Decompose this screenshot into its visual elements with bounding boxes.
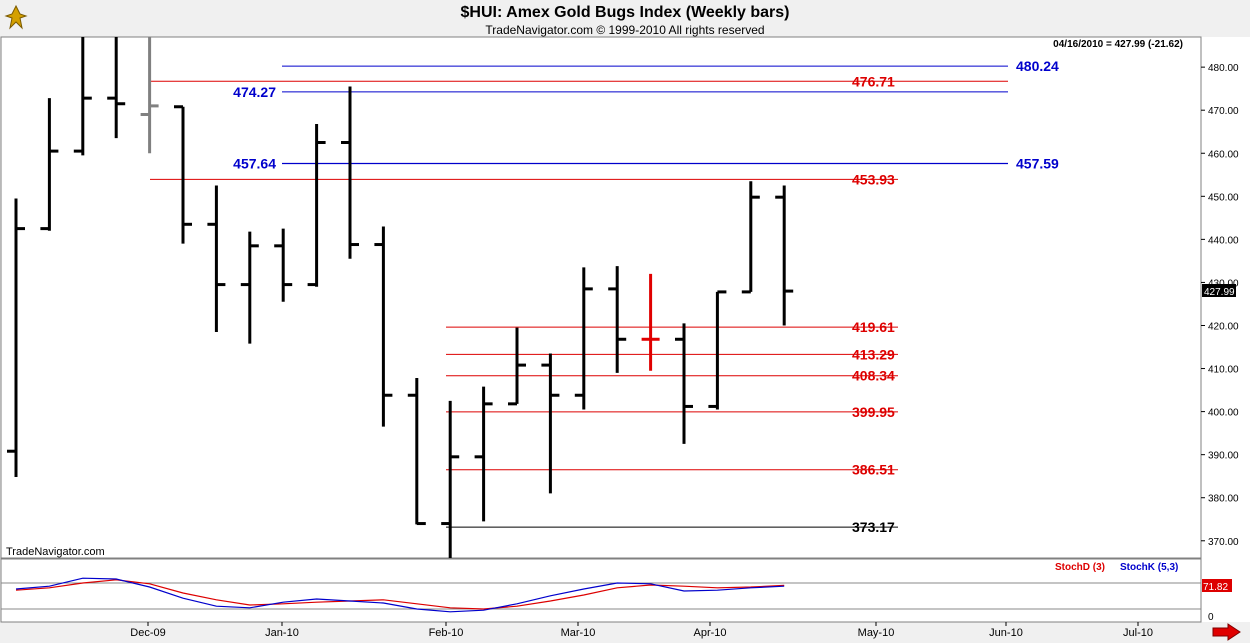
y-tick-label: 420.00: [1208, 321, 1239, 332]
y-tick-label: 430.00: [1208, 278, 1239, 289]
y-tick-label: 410.00: [1208, 365, 1239, 376]
level-label: 399.95: [852, 404, 895, 420]
stoch-value-label: 71.82: [1203, 582, 1228, 593]
y-tick-label: 460.00: [1208, 149, 1239, 160]
stoch-k-legend: StochK (5,3): [1120, 562, 1178, 573]
x-tick-label: Jan-10: [265, 627, 299, 639]
ohlc-bar: [73, 37, 92, 156]
ohlc-bar: [407, 378, 426, 526]
level-label: 413.29: [852, 346, 895, 362]
price-readout: 04/16/2010 = 427.99 (-21.62): [1053, 39, 1183, 50]
y-tick-label: 400.00: [1208, 408, 1239, 419]
x-tick-label: Mar-10: [561, 627, 596, 639]
right-axis-area: [1201, 37, 1250, 622]
y-tick-label: 390.00: [1208, 451, 1239, 462]
x-tick-label: May-10: [858, 627, 895, 639]
ohlc-bar: [274, 228, 293, 302]
y-axis: 480.00 470.00 460.00 450.00 440.00 430.00 420.…: [1201, 63, 1239, 548]
level-label: 373.17: [852, 519, 895, 535]
stoch-zero-label: 0: [1208, 612, 1214, 623]
ohlc-bar: [608, 266, 627, 373]
stochastic-panel: [0, 558, 1202, 623]
level-label: 419.61: [852, 319, 895, 335]
stoch-value-box: [1202, 579, 1232, 592]
ohlc-bar: [441, 400, 460, 558]
stochastic-lines: [15, 577, 785, 613]
y-tick-label: 440.00: [1208, 235, 1239, 246]
chart-subtitle: TradeNavigator.com © 1999-2010 All right…: [485, 23, 765, 37]
ohlc-bar: [708, 290, 727, 410]
level-label: 474.27: [233, 84, 276, 100]
level-label: 453.93: [852, 171, 895, 187]
x-tick-label: Apr-10: [693, 627, 726, 639]
x-tick-label: Feb-10: [429, 627, 464, 639]
scroll-right-arrow-icon[interactable]: [1212, 623, 1241, 641]
ohlc-bars: [7, 37, 794, 558]
ohlc-bar: [474, 386, 493, 522]
x-tick-label: Jun-10: [989, 627, 1023, 639]
last-price-label: 427.99: [1204, 287, 1235, 298]
y-tick-label: 470.00: [1208, 106, 1239, 117]
x-axis: Dec-09 Jan-10 Feb-10 Mar-10 Apr-10 May-10 Jun-…: [130, 622, 1153, 639]
level-label: 476.71: [852, 73, 895, 89]
ohlc-bar: [641, 273, 660, 371]
ohlc-bar: [741, 181, 760, 294]
ohlc-bar: [341, 86, 359, 259]
trade-navigator-logo-icon: [4, 4, 28, 30]
y-tick-label: 380.00: [1208, 494, 1239, 505]
ohlc-bar: [374, 226, 393, 427]
ohlc-bar: [508, 327, 526, 406]
level-label: 408.34: [852, 368, 895, 384]
last-price-box: [1202, 284, 1236, 297]
ohlc-bar: [675, 323, 693, 444]
ohlc-bar: [107, 37, 126, 139]
stoch-k-line: [15, 577, 785, 613]
stoch-d-legend: StochD (3): [1055, 562, 1105, 573]
y-tick-label: 480.00: [1208, 63, 1239, 74]
x-tick-label: Dec-09: [130, 627, 165, 639]
ohlc-bar: [541, 353, 560, 494]
ohlc-bar: [574, 267, 593, 410]
ohlc-bar: [140, 37, 159, 154]
ohlc-bar: [240, 231, 259, 344]
level-label: 457.59: [1016, 156, 1059, 172]
main-plot-area: [0, 36, 1202, 559]
ohlc-bar: [40, 98, 59, 231]
level-lines: 480.24 476.71 474.27 457.64 457.59 453.93 419.…: [150, 58, 1059, 535]
chart-title: $HUI: Amex Gold Bugs Index (Weekly bars): [460, 4, 790, 21]
ohlc-bar: [775, 185, 794, 326]
watermark: TradeNavigator.com: [6, 546, 105, 558]
chart-header: $HUI: Amex Gold Bugs Index (Weekly bars)…: [0, 0, 1250, 40]
level-label: 457.64: [233, 155, 276, 171]
x-tick-label: Jul-10: [1123, 627, 1153, 639]
ohlc-bar: [174, 105, 192, 244]
ohlc-bar: [207, 185, 226, 332]
level-label: 480.24: [1016, 58, 1059, 74]
ohlc-bar: [7, 198, 25, 478]
level-label: 386.51: [852, 462, 895, 478]
y-tick-label: 450.00: [1208, 192, 1239, 203]
y-tick-label: 370.00: [1208, 537, 1239, 548]
ohlc-bar: [307, 123, 326, 287]
